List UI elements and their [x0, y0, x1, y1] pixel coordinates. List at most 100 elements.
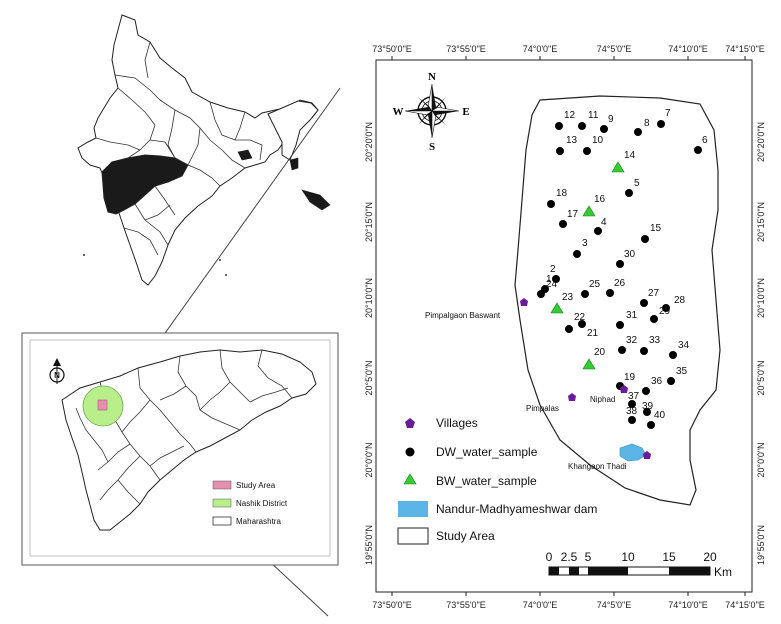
dw-sample-point[interactable] — [578, 320, 586, 328]
tick-label: 74°10'0"E — [668, 44, 708, 54]
legend-label-dw: DW_water_sample — [436, 445, 538, 459]
dw-sample-point[interactable] — [594, 227, 602, 235]
dw-sample-point[interactable] — [640, 347, 648, 355]
dw-sample-point[interactable] — [581, 290, 589, 298]
sample-label: 28 — [674, 295, 686, 306]
sample-label: 12 — [564, 110, 576, 121]
dw-sample-point[interactable] — [583, 147, 591, 155]
bw-sample-point[interactable] — [611, 161, 625, 173]
dw-sample-point[interactable] — [657, 120, 665, 128]
village-marker[interactable] — [643, 451, 651, 459]
compass-s-label: S — [429, 141, 435, 153]
right-tick-labels: 20°20'0"N 20°15'0"N 20°10'0"N 20°5'0"N 2… — [756, 122, 766, 565]
dw-sample-point[interactable] — [628, 400, 636, 408]
dw-sample-point[interactable] — [578, 122, 586, 130]
inset-north-arrow: N — [49, 358, 65, 384]
sample-label: 8 — [644, 118, 650, 129]
inset-inner-frame — [29, 339, 331, 557]
sample-label: 31 — [626, 310, 638, 321]
dw-sample-point[interactable] — [640, 299, 648, 307]
legend-label-study-area: Study Area — [436, 529, 495, 543]
frame-tick-marks — [391, 56, 746, 596]
island-dot — [83, 254, 85, 256]
sample-label: 37 — [628, 391, 640, 402]
tick-label: 73°55'0"E — [446, 44, 486, 54]
tick-label: 73°50'0"E — [372, 600, 412, 610]
scale-label: 2.5 — [561, 550, 578, 564]
legend-label-nashik: Nashik District — [236, 499, 288, 508]
legend-label-villages: Villages — [436, 416, 478, 430]
bw-sample-point[interactable] — [582, 358, 596, 370]
sample-label: 24 — [546, 279, 558, 290]
dw-sample-point[interactable] — [669, 351, 677, 359]
sample-label: 36 — [651, 376, 663, 387]
sample-label: 9 — [608, 114, 614, 125]
village-marker[interactable] — [620, 385, 628, 393]
dw-sample-point[interactable] — [552, 275, 560, 283]
tick-label: 74°0'0"E — [523, 600, 558, 610]
tick-label: 20°20'0"N — [364, 122, 374, 162]
legend-swatch-nashik — [212, 498, 232, 508]
dw-sample-point[interactable] — [650, 315, 658, 323]
sample-label: 5 — [634, 178, 640, 189]
dw-sample-point[interactable] — [600, 125, 608, 133]
sample-label: 14 — [624, 150, 636, 161]
sample-label: 10 — [592, 135, 604, 146]
dw-sample-point[interactable] — [647, 421, 655, 429]
legend-label-study-area: Study Area — [236, 481, 276, 490]
study-area-highlight — [97, 399, 108, 411]
dw-sample-point[interactable] — [616, 260, 624, 268]
dw-sample-point[interactable] — [628, 416, 636, 424]
dw-sample-point[interactable] — [694, 146, 702, 154]
compass-e-label: E — [462, 106, 469, 118]
dw-sample-point[interactable] — [662, 304, 670, 312]
dw-sample-point[interactable] — [537, 290, 545, 298]
scale-label: 15 — [662, 550, 676, 564]
legend-dam-symbol — [398, 501, 428, 517]
dw-sample-point[interactable] — [616, 321, 624, 329]
sample-label: 25 — [589, 279, 601, 290]
tick-label: 74°15'0"E — [725, 600, 765, 610]
village-marker[interactable] — [568, 393, 576, 401]
dw-sample-point[interactable] — [565, 325, 573, 333]
sample-label: 27 — [648, 288, 660, 299]
compass-n-label: N — [428, 71, 436, 83]
bottom-tick-labels: 73°50'0"E 73°55'0"E 74°0'0"E 74°5'0"E 74… — [372, 600, 765, 610]
village-marker[interactable] — [520, 298, 528, 306]
sample-label: 22 — [574, 312, 586, 323]
dw-sample-point[interactable] — [634, 128, 642, 136]
dw-sample-point[interactable] — [625, 189, 633, 197]
island-dot — [219, 259, 221, 261]
dw-sample-point[interactable] — [555, 122, 563, 130]
dw-sample-point[interactable] — [573, 250, 581, 258]
tick-label: 20°0'0"N — [364, 442, 374, 477]
dw-sample-point[interactable] — [643, 408, 651, 416]
dw-sample-point[interactable] — [547, 200, 555, 208]
india-inset — [77, 14, 331, 286]
inset-legend: Study Area Nashik District Maharashtra — [212, 480, 288, 526]
dw-sample-point[interactable] — [618, 346, 626, 354]
compass-rose: N S E W — [393, 71, 470, 153]
tick-label: 74°0'0"E — [523, 44, 558, 54]
dw-sample-point[interactable] — [559, 220, 567, 228]
scale-unit: Km — [714, 565, 732, 579]
sample-label: 2 — [550, 264, 556, 275]
india-outline — [77, 14, 319, 286]
bw-sample-point[interactable] — [582, 205, 596, 217]
sample-label: 3 — [582, 238, 588, 249]
maharashtra-highlight — [101, 154, 189, 215]
sample-label: 26 — [614, 278, 626, 289]
dw-sample-point[interactable] — [556, 147, 564, 155]
dw-sample-point[interactable] — [667, 377, 675, 385]
bw-sample-point[interactable] — [550, 302, 564, 314]
sample-label: 18 — [556, 188, 568, 199]
dw-sample-point[interactable] — [642, 387, 650, 395]
village-label: Pimpalas — [526, 404, 559, 413]
village-label: Khangaon Thadi — [568, 462, 627, 471]
villages: Pimpalgaon Baswant Pimpalas Niphad Khang… — [425, 298, 651, 471]
left-tick-labels: 20°20'0"N 20°15'0"N 20°10'0"N 20°5'0"N 2… — [364, 122, 374, 565]
dw-sample-point[interactable] — [641, 235, 649, 243]
tick-label: 73°55'0"E — [446, 600, 486, 610]
india-northeast — [267, 100, 319, 161]
dw-sample-point[interactable] — [606, 289, 614, 297]
